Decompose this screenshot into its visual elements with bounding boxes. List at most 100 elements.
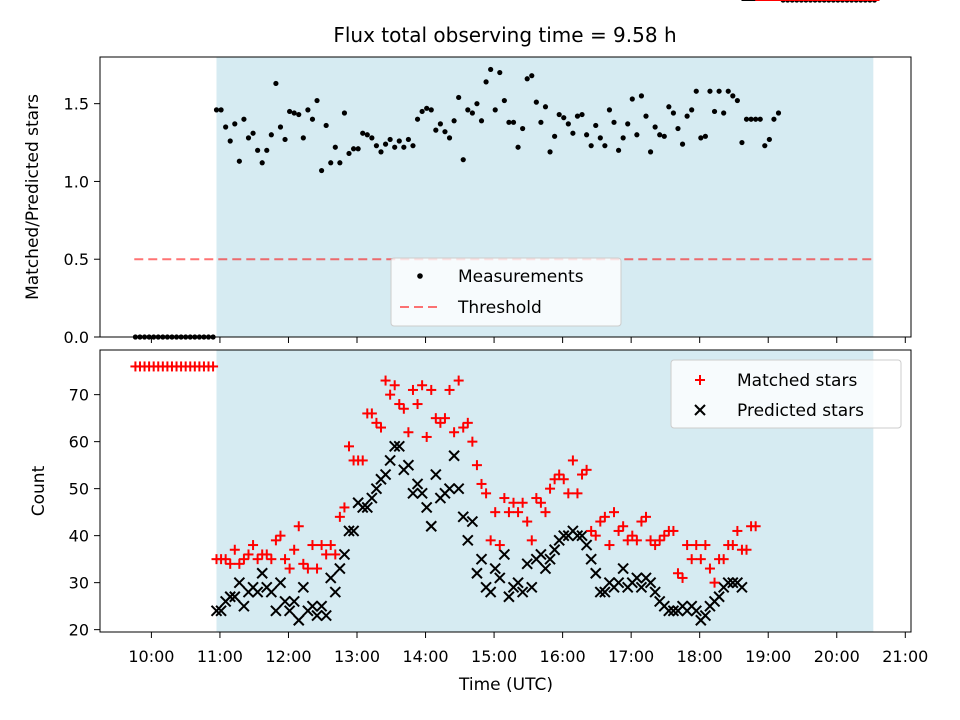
matched-star-point <box>672 568 683 579</box>
matched-star-point <box>208 361 219 372</box>
measurement-point <box>629 96 635 102</box>
legend-plus-glyph <box>695 375 705 385</box>
measurement-point <box>414 116 421 122</box>
matched-star-point <box>357 455 368 466</box>
measurement-point <box>675 125 681 132</box>
measurement-point <box>657 132 663 138</box>
predicted-star-point <box>384 454 396 467</box>
predicted-star-point <box>274 576 287 589</box>
measurement-point <box>762 143 768 149</box>
measurement-point <box>282 136 288 143</box>
matched-star-point <box>298 558 309 569</box>
matched-star-point <box>549 474 560 485</box>
measurement-point <box>446 135 453 141</box>
top-legend: Measurements Threshold <box>390 257 622 327</box>
matched-star-point <box>275 530 286 541</box>
measurement-point <box>314 97 320 104</box>
measurement-point <box>259 160 265 166</box>
predicted-star-point <box>699 609 712 622</box>
predicted-star-point <box>462 534 474 547</box>
measurement-point <box>606 107 613 113</box>
predicted-star-point <box>420 501 433 514</box>
predicted-star-point <box>215 605 227 617</box>
predicted-star-point <box>338 548 351 561</box>
matched-star-point <box>622 535 633 546</box>
measurement-point <box>602 143 608 149</box>
bottom-x-tick-label: 16:00 <box>540 647 586 666</box>
predicted-star-point <box>571 529 584 542</box>
predicted-star-point <box>293 614 305 626</box>
matched-star-point <box>280 554 291 565</box>
matched-star-point <box>650 540 661 551</box>
predicted-star-point <box>667 605 680 617</box>
measurement-point <box>524 76 530 82</box>
matched-star-point <box>481 488 492 499</box>
measurement-point <box>638 93 645 99</box>
measurement-point <box>392 144 398 150</box>
measurement-point <box>419 108 425 115</box>
matched-star-point <box>545 483 556 494</box>
bottom-axes-frame <box>99 349 912 633</box>
measurement-point <box>501 97 507 104</box>
measurement-point <box>346 150 352 157</box>
measurement-point <box>748 116 754 122</box>
measurement-point <box>483 79 489 85</box>
measurement-point <box>332 144 338 150</box>
measurement-point <box>574 113 581 119</box>
matched-star-point <box>307 540 318 551</box>
predicted-star-point <box>690 605 702 617</box>
matched-star-point <box>366 408 377 419</box>
measurement-point <box>670 110 677 116</box>
predicted-star-point <box>402 459 415 471</box>
matched-star-point <box>266 554 277 565</box>
measurement-point <box>264 147 270 153</box>
predicted-star-point <box>663 605 675 617</box>
bottom-x-tick-label: 14:00 <box>402 647 448 666</box>
matched-star-point <box>334 511 345 522</box>
measurement-point <box>478 118 485 124</box>
predicted-star-point <box>233 576 246 589</box>
predicted-star-point <box>366 492 378 504</box>
predicted-star-point <box>489 562 501 575</box>
matched-star-point <box>426 384 437 395</box>
predicted-star-point <box>535 548 547 561</box>
matched-star-point <box>572 488 583 499</box>
measurement-point <box>241 116 247 122</box>
measurement-point <box>520 125 526 132</box>
matched-star-point <box>289 544 300 555</box>
bottom-y-tick-label: 20 <box>69 621 89 640</box>
predicted-star-point <box>475 553 488 565</box>
predicted-star-point <box>370 482 383 495</box>
predicted-star-point <box>585 553 597 565</box>
predicted-star-point <box>457 511 469 523</box>
measurement-point <box>424 105 430 111</box>
measurement-point <box>268 132 274 138</box>
measurement-point <box>456 94 462 101</box>
predicted-star-point <box>279 595 291 608</box>
predicted-star-point <box>407 487 419 500</box>
measurement-point <box>506 119 512 125</box>
measurement-point <box>236 158 242 164</box>
predicted-star-point <box>727 576 739 589</box>
measurement-point <box>647 149 654 155</box>
measurement-point <box>405 136 412 143</box>
measurement-point <box>213 107 220 113</box>
matched-star-point <box>531 493 542 504</box>
measurement-point <box>488 66 494 73</box>
predicted-star-point <box>580 539 593 551</box>
measurement-point <box>300 135 306 141</box>
matched-star-point <box>385 389 396 400</box>
measurement-point <box>451 118 457 124</box>
matched-star-point <box>471 460 482 471</box>
measurement-point <box>428 107 434 113</box>
measurement-point <box>318 167 325 174</box>
matched-star-point <box>508 497 519 508</box>
measurement-point <box>547 149 553 155</box>
measurement-point <box>584 132 590 138</box>
bottom-x-tick-label: 17:00 <box>608 647 654 666</box>
predicted-star-point <box>471 567 483 579</box>
measurement-point <box>433 127 439 133</box>
bottom-y-tick-label: 50 <box>69 480 89 499</box>
matched-star-point <box>709 577 720 588</box>
